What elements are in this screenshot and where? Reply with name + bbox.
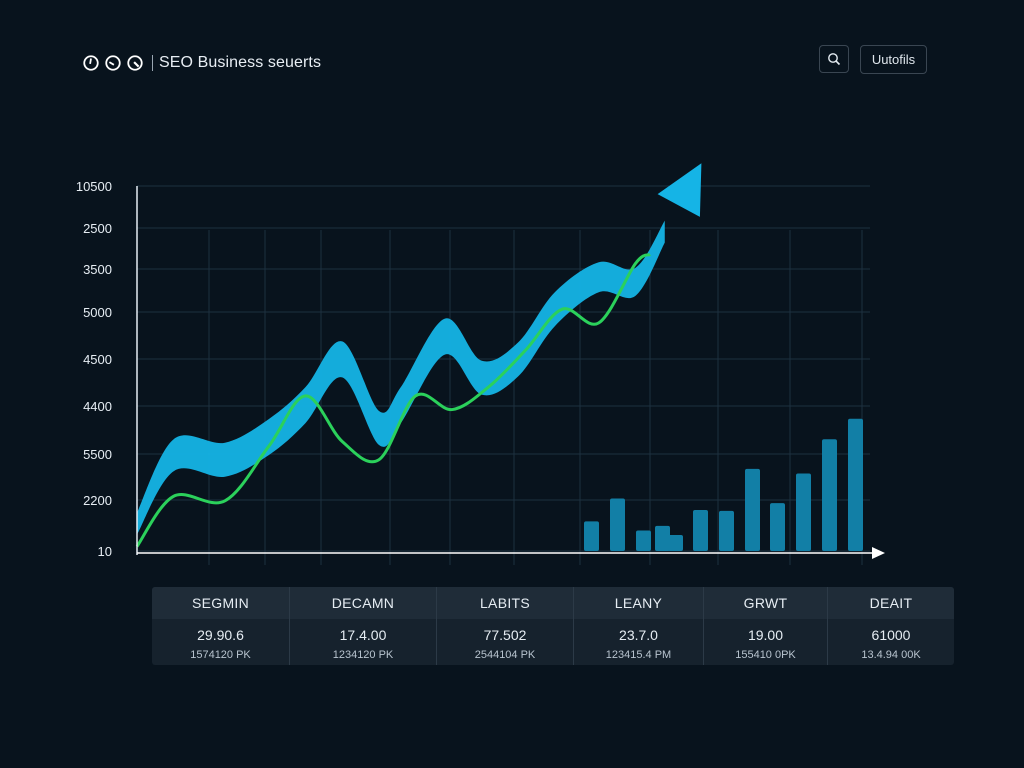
table-cell: 77.502 2544104 PK — [437, 619, 574, 665]
bar — [584, 521, 599, 551]
ribbon-band — [137, 220, 665, 535]
cell-subvalue: 155410 0PK — [735, 649, 796, 661]
bar — [636, 530, 651, 551]
chart-axes — [136, 186, 885, 559]
y-tick-label: 10 — [98, 544, 112, 559]
table-cell: 29.90.6 1574120 PK — [152, 619, 290, 665]
cell-subvalue: 123415.4 PM — [605, 649, 672, 661]
y-tick-label: 4400 — [83, 399, 112, 414]
cell-subvalue: 13.4.94 00K — [861, 649, 921, 661]
y-tick-label: 2500 — [83, 221, 112, 236]
bar — [822, 439, 837, 551]
table-header-cell[interactable]: LEANY — [574, 587, 704, 619]
y-tick-label: 4500 — [83, 352, 112, 367]
search-icon — [828, 53, 841, 66]
table-cell: 17.4.00 1234120 PK — [290, 619, 437, 665]
cell-value: 77.502 — [483, 627, 527, 643]
table-row: 29.90.6 1574120 PK 17.4.00 1234120 PK 77.5… — [152, 619, 954, 665]
y-tick-label: 2200 — [83, 493, 112, 508]
bar — [745, 468, 760, 551]
search-circle-icon[interactable] — [126, 54, 144, 72]
table-header-cell[interactable]: SEGMIN — [152, 587, 290, 619]
refresh-icon[interactable] — [104, 54, 122, 72]
cell-subvalue: 2544104 PK — [474, 649, 536, 661]
metrics-table: SEGMIN DECAMN LABITS LEANY GRWT DEAIT 29… — [152, 587, 954, 665]
utilities-button[interactable]: Uutofils — [860, 45, 927, 74]
cell-value: 61000 — [871, 627, 911, 643]
ribbon-series — [137, 163, 702, 535]
growth-chart: 10500 2500 3500 5000 4500 4400 5500 2200 10 — [76, 163, 885, 565]
x-axis-arrow — [872, 547, 885, 559]
y-tick-label: 10500 — [76, 179, 112, 194]
table-header-cell[interactable]: DEAIT — [869, 595, 913, 611]
table-cell: 19.00 155410 0PK — [704, 619, 828, 665]
table-cell: 23.7.0 123415.4 PM — [574, 619, 704, 665]
cell-value: 19.00 — [747, 627, 784, 643]
bar — [719, 510, 734, 551]
y-tick-label: 5500 — [83, 447, 112, 462]
bar — [610, 498, 625, 551]
table-header-row: SEGMIN DECAMN LABITS LEANY GRWT DEAIT — [152, 587, 954, 619]
cell-value: 29.90.6 — [197, 627, 244, 643]
table-header-cell[interactable]: LABITS — [437, 587, 574, 619]
cell-value: 23.7.0 — [619, 627, 658, 643]
bar — [655, 525, 670, 551]
cell-subvalue: 1234120 PK — [332, 649, 394, 661]
bar — [693, 509, 708, 551]
app-title: SEO Business seuerts — [159, 54, 322, 71]
power-icon[interactable] — [82, 54, 100, 72]
y-tick-label: 3500 — [83, 262, 112, 277]
y-tick-labels: 10500 2500 3500 5000 4500 4400 5500 2200 10 — [76, 179, 112, 559]
ribbon-arrow-head — [657, 163, 702, 217]
title-divider — [152, 55, 153, 71]
bar — [848, 418, 863, 551]
table-header-cell[interactable]: DECAMN — [290, 587, 437, 619]
search-button[interactable] — [819, 45, 849, 73]
table-cell: 61000 13.4.94 00K — [828, 619, 954, 665]
bar — [668, 535, 683, 551]
y-tick-label: 5000 — [83, 305, 112, 320]
trend-line — [135, 253, 651, 548]
bar — [796, 473, 811, 551]
app-header: SEO Business seuerts — [82, 48, 321, 78]
table-header-cell[interactable]: GRWT — [704, 587, 828, 619]
cell-value: 17.4.00 — [339, 627, 387, 643]
cell-subvalue: 1574120 PK — [190, 649, 251, 661]
bar-series — [584, 418, 863, 551]
line-series — [135, 253, 651, 548]
bar — [770, 503, 785, 551]
window-controls — [82, 54, 144, 72]
